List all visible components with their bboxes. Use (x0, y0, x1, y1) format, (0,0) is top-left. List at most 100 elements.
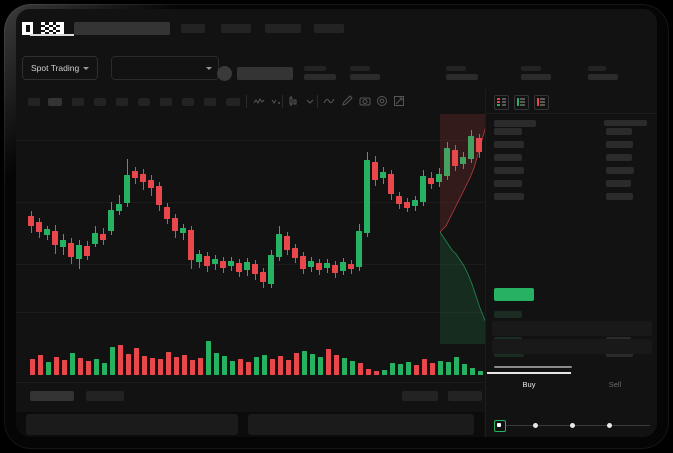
trade-form-active-indicator (487, 372, 571, 374)
candle (284, 114, 290, 319)
volume-bar (414, 365, 419, 375)
order-book-ask-amount[interactable] (606, 180, 631, 187)
order-book-column-header-price (494, 120, 536, 127)
candle (332, 114, 338, 319)
draw-tool-icon[interactable] (340, 94, 354, 108)
interval-6[interactable] (138, 98, 150, 106)
chart-footer-tab-2[interactable] (86, 391, 124, 401)
candle (340, 114, 346, 319)
order-book-ask-amount[interactable] (606, 154, 632, 161)
nav-item-4[interactable] (314, 24, 344, 33)
interval-2[interactable] (48, 98, 62, 106)
candle (76, 114, 82, 319)
indicators-icon[interactable] (252, 94, 266, 108)
volume-bar (118, 345, 123, 375)
volume-bar (326, 349, 331, 375)
volume-bar (398, 364, 403, 375)
candle-type-icon[interactable] (286, 94, 300, 108)
candle (380, 114, 386, 319)
candle (28, 114, 34, 319)
interval-9[interactable] (204, 98, 216, 106)
orderbook-mode-both-icon[interactable] (494, 95, 509, 110)
amount-slider-handle[interactable] (494, 420, 506, 432)
volume-bar (390, 363, 395, 375)
pair-selector[interactable] (111, 56, 219, 80)
pair-label (237, 67, 293, 80)
volume-bar (358, 363, 363, 375)
order-book-ask-amount[interactable] (606, 193, 633, 200)
candle (436, 114, 442, 319)
tab-buy[interactable]: Buy (522, 380, 536, 389)
order-book-spread-highlight (494, 288, 534, 301)
orderbook-mode-asks-icon[interactable] (534, 95, 549, 110)
fullscreen-icon[interactable] (392, 94, 406, 108)
order-book-ask-price[interactable] (494, 180, 522, 187)
order-book-ask-amount[interactable] (606, 167, 634, 174)
order-book-ask-amount[interactable] (606, 141, 633, 148)
candle (460, 114, 466, 319)
interval-7[interactable] (160, 98, 172, 106)
candle (68, 114, 74, 319)
nav-item-2[interactable] (221, 24, 251, 33)
nav-item-3[interactable] (265, 24, 301, 33)
volume-bar (478, 371, 483, 375)
orderbook-mode-bids-icon[interactable] (514, 95, 529, 110)
bottom-panel-orders[interactable] (26, 414, 238, 435)
trade-form-tabs: Buy Sell (486, 374, 657, 398)
order-price-field[interactable] (492, 321, 652, 336)
amount-slider-stop-1[interactable] (533, 422, 538, 428)
interval-8[interactable] (182, 98, 194, 106)
snapshot-icon[interactable] (358, 94, 372, 108)
interval-3[interactable] (72, 98, 84, 106)
amount-slider[interactable] (494, 420, 652, 432)
interval-4[interactable] (94, 98, 106, 106)
candle-chevron-icon[interactable] (303, 94, 317, 108)
volume-bar (366, 369, 371, 375)
amount-slider-stop-2[interactable] (570, 422, 575, 428)
volume-bar (334, 355, 339, 375)
candle (236, 114, 242, 319)
volume-bar (262, 355, 267, 375)
okx-logo-icon[interactable] (22, 22, 64, 35)
order-book-ask-price[interactable] (494, 141, 524, 148)
bottom-panel-positions[interactable] (248, 414, 474, 435)
volume-bar (142, 356, 147, 375)
chart-footer-tab-1[interactable] (30, 391, 74, 401)
order-book-ask-price[interactable] (494, 167, 524, 174)
order-book-ask-price[interactable] (494, 193, 524, 200)
nav-search-pill[interactable] (74, 22, 170, 35)
order-book-bid-price[interactable] (494, 311, 522, 318)
toolbar-divider-3 (317, 95, 318, 108)
volume-bar (246, 362, 251, 375)
nav-item-1[interactable] (181, 24, 205, 33)
order-amount-field[interactable] (492, 339, 652, 354)
amount-slider-stop-3[interactable] (607, 422, 612, 428)
candle (164, 114, 170, 319)
interval-5[interactable] (116, 98, 128, 106)
order-book-view-modes (494, 95, 549, 110)
candle (292, 114, 298, 319)
chart-footer-action-1[interactable] (402, 391, 438, 401)
chart-settings-icon[interactable] (375, 94, 389, 108)
candle (196, 114, 202, 319)
order-book-ask-price[interactable] (494, 128, 522, 135)
order-book-ask-amount[interactable] (606, 128, 632, 135)
interval-10[interactable] (226, 98, 240, 106)
candle (364, 114, 370, 319)
interval-1[interactable] (28, 98, 40, 106)
volume-bar (158, 359, 163, 375)
volume-bar (286, 360, 291, 375)
volume-bar (302, 351, 307, 375)
candle (300, 114, 306, 319)
order-book-panel: Buy Sell (485, 89, 657, 437)
tab-sell[interactable]: Sell (608, 380, 622, 389)
order-book-scroll-indicator[interactable] (494, 366, 572, 368)
chart-footer-action-2[interactable] (448, 391, 482, 401)
order-book-ask-price[interactable] (494, 154, 522, 161)
volume-bar (318, 357, 323, 375)
volume-bar (86, 361, 91, 375)
indicator-chevron-icon[interactable] (269, 94, 283, 108)
line-chart-icon[interactable] (322, 94, 336, 108)
trading-mode-selector[interactable]: Spot Trading (22, 56, 99, 80)
price-chart-panel[interactable] (16, 114, 484, 382)
